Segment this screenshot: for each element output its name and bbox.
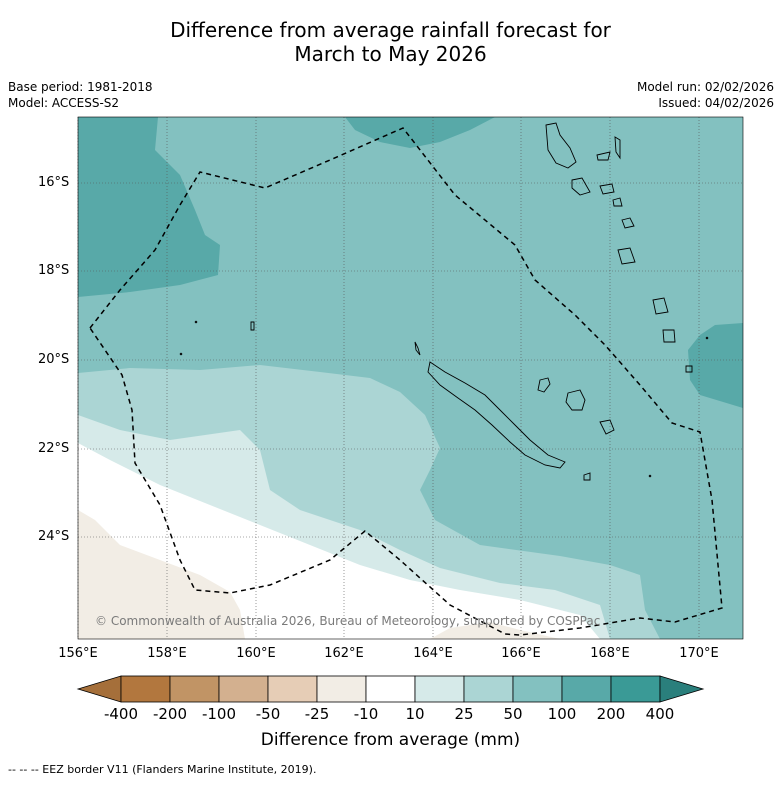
colorbar-seg-1 — [120, 675, 171, 703]
cbar-tick-4: -25 — [304, 705, 330, 723]
chart-title: Difference from average rainfall forecas… — [0, 18, 781, 66]
issued-date: Issued: 04/02/2026 — [658, 96, 774, 110]
band-100-200-west — [78, 117, 220, 297]
vanuatu-ambae — [596, 151, 611, 161]
colorbar-cap-left — [76, 675, 122, 703]
colorbar-seg-9 — [512, 675, 563, 703]
meta-left: Base period: 1981-2018 Model: ACCESS-S2 — [8, 79, 153, 111]
vanuatu-aneityum — [662, 329, 676, 343]
colorbar-cap-right — [659, 675, 705, 703]
band-minus25-minus10 — [78, 510, 245, 639]
colorbar-label: Difference from average (mm) — [260, 730, 521, 750]
colorbar-seg-3 — [218, 675, 269, 703]
cbar-tick-10: 200 — [596, 705, 626, 723]
lat-label-18s: 18°S — [38, 263, 70, 278]
anomaly-field — [78, 117, 743, 639]
chesterfield-1 — [250, 321, 255, 331]
vanuatu-espiritu — [545, 122, 577, 169]
eez-border — [89, 127, 723, 636]
cbar-tick-3: -50 — [255, 705, 281, 723]
lon-label-170e: 170°E — [679, 646, 719, 661]
lat-label-24s: 24°S — [38, 529, 70, 544]
vanuatu-pentecost — [614, 136, 621, 160]
lat-label-16s: 16°S — [38, 175, 70, 190]
cbar-tick-0: -400 — [103, 705, 139, 723]
loyalty-ouvea — [537, 377, 551, 393]
colorbar-seg-10 — [561, 675, 612, 703]
cbar-tick-2: -100 — [201, 705, 237, 723]
lon-label-164e: 164°E — [413, 646, 453, 661]
cbar-tick-7: 25 — [454, 705, 474, 723]
cbar-tick-8: 50 — [503, 705, 523, 723]
colorbar-seg-7 — [414, 675, 465, 703]
cbar-tick-5: -10 — [353, 705, 379, 723]
vanuatu-ambrym — [599, 183, 615, 195]
vanuatu-erromango — [617, 247, 636, 265]
lat-label-22s: 22°S — [38, 441, 70, 456]
lon-label-162e: 162°E — [324, 646, 364, 661]
coastlines — [179, 122, 709, 481]
loyalty-mare — [599, 419, 615, 435]
meta-right: Model run: 02/02/2026 Issued: 04/02/2026 — [637, 79, 774, 111]
vanuatu-tanna — [652, 297, 669, 315]
eez-footnote: -- -- -- EEZ border V11 (Flanders Marine… — [8, 763, 317, 776]
copyright-text: © Commonwealth of Australia 2026, Bureau… — [95, 614, 601, 628]
isle-of-pines — [583, 472, 591, 481]
lon-label-158e: 158°E — [147, 646, 187, 661]
band-100-200-north — [345, 117, 495, 148]
colorbar-seg-8 — [463, 675, 514, 703]
colorbar-seg-4 — [267, 675, 318, 703]
cbar-tick-9: 100 — [547, 705, 577, 723]
colorbar — [76, 675, 705, 703]
lon-label-166e: 166°E — [501, 646, 541, 661]
title-line-1: Difference from average rainfall forecas… — [170, 18, 611, 42]
new-caledonia-main — [427, 361, 566, 469]
lat-label-20s: 20°S — [38, 352, 70, 367]
model-name: Model: ACCESS-S2 — [8, 96, 120, 110]
model-run: Model run: 02/02/2026 — [636, 80, 774, 94]
colorbar-seg-11 — [610, 675, 661, 703]
cbar-tick-11: 400 — [645, 705, 675, 723]
base-period: Base period: 1981-2018 — [8, 80, 153, 94]
vanuatu-epi — [612, 197, 623, 207]
loyalty-lifou — [565, 389, 586, 411]
cbar-tick-6: 10 — [405, 705, 425, 723]
vanuatu-malakula — [571, 177, 591, 196]
title-line-2: March to May 2026 — [294, 42, 487, 66]
map-frame — [77, 116, 744, 640]
lon-label-168e: 168°E — [590, 646, 630, 661]
vanuatu-efate — [621, 217, 635, 229]
colorbar-seg-2 — [169, 675, 220, 703]
lon-label-156e: 156°E — [58, 646, 98, 661]
lon-label-160e: 160°E — [236, 646, 276, 661]
cbar-tick-1: -200 — [152, 705, 188, 723]
band-100-200-east — [688, 323, 743, 408]
belep-islands — [414, 341, 421, 356]
colorbar-seg-6 — [365, 675, 416, 703]
matthew-island — [685, 365, 693, 373]
colorbar-seg-5 — [316, 675, 367, 703]
